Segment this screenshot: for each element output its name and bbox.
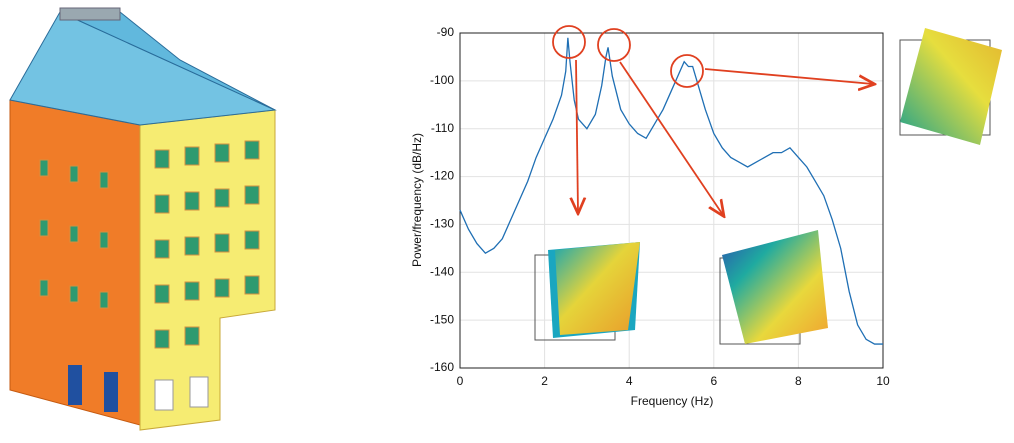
y-tick-label: -90 xyxy=(437,25,455,39)
x-tick-label: 6 xyxy=(710,374,717,388)
y-tick-label: -110 xyxy=(431,121,454,135)
x-tick-label: 0 xyxy=(457,374,464,388)
y-axis-label: Power/frequency (dB/Hz) xyxy=(410,133,424,267)
y-tick-label: -140 xyxy=(430,264,454,278)
y-tick-label: -150 xyxy=(430,312,454,326)
building xyxy=(9,7,277,431)
x-tick-label: 4 xyxy=(626,374,633,388)
plot-frame xyxy=(459,32,884,369)
y-tick-label: -100 xyxy=(430,73,454,87)
mode-shape-insets xyxy=(534,28,1002,345)
y-tick-label: -160 xyxy=(430,360,454,374)
annotations xyxy=(552,25,873,215)
x-tick-label: 2 xyxy=(541,374,548,388)
y-tick-label: -130 xyxy=(430,217,454,231)
x-axis-label: Frequency (Hz) xyxy=(631,394,714,408)
x-tick-label: 8 xyxy=(795,374,802,388)
y-tick-label: -120 xyxy=(430,169,454,183)
x-tick-label: 10 xyxy=(876,374,890,388)
psd-line xyxy=(459,37,883,345)
